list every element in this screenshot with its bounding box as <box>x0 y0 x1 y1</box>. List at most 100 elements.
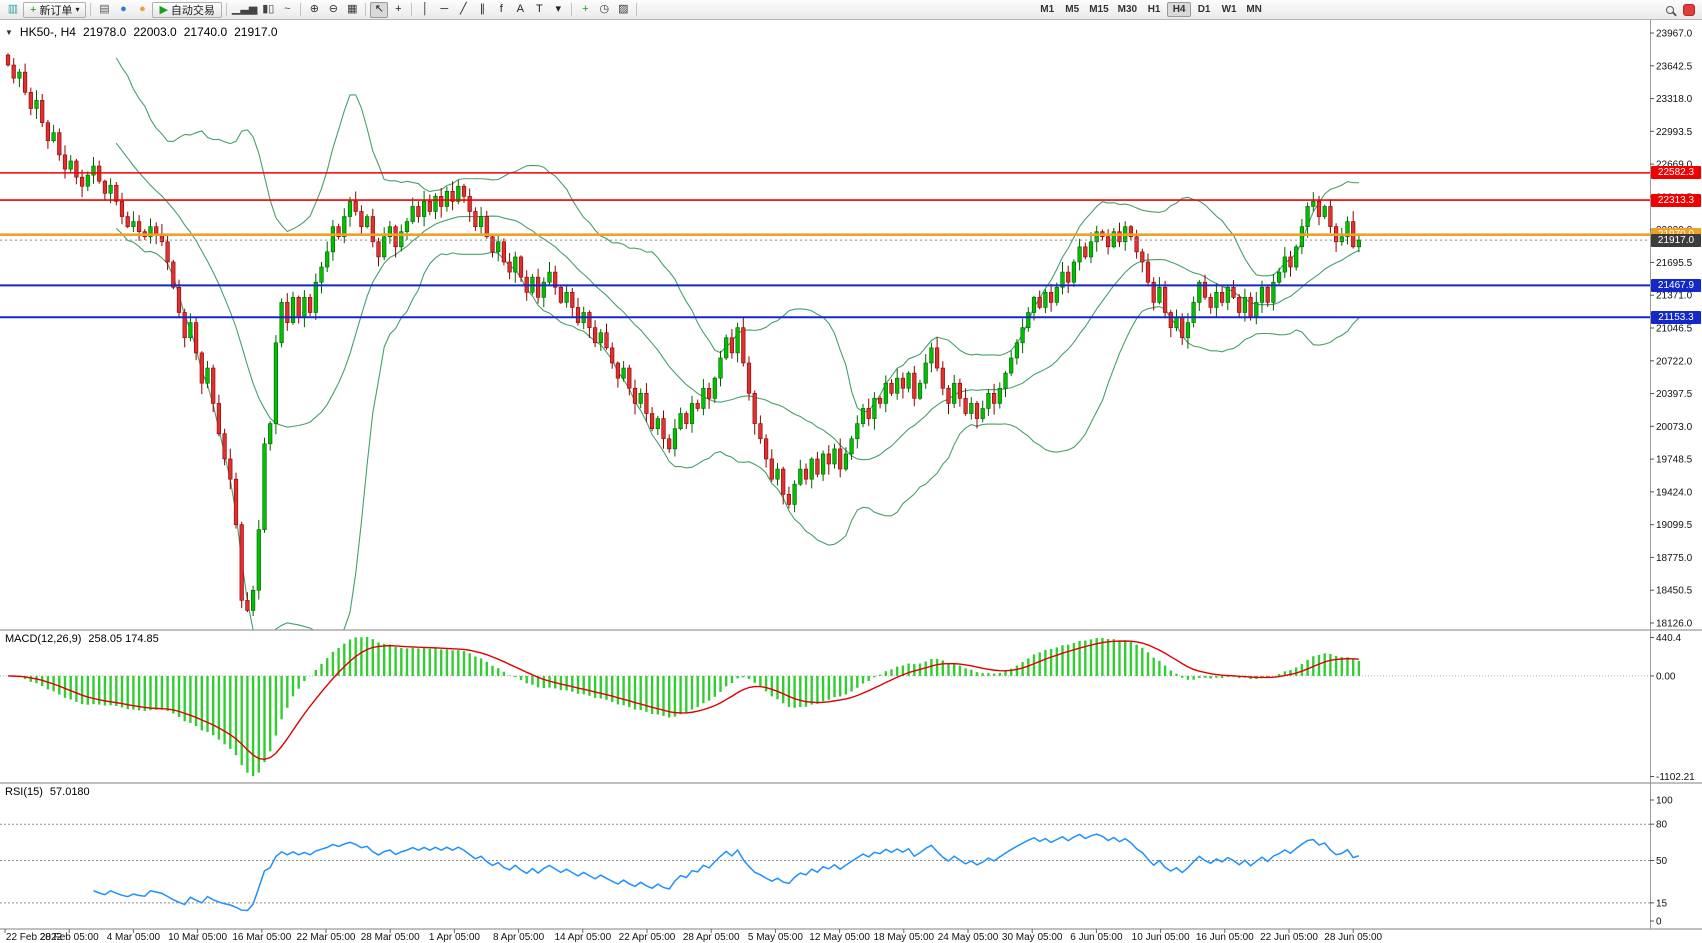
indicators-icon[interactable]: + <box>576 2 594 18</box>
time-axis-label: 4 Mar 05:00 <box>107 932 161 943</box>
profiles-icon[interactable]: ▤ <box>95 2 113 18</box>
templates-glyph: ▨ <box>618 3 629 15</box>
cursor-glyph: ↖ <box>374 3 384 15</box>
bollinger-lower-band <box>115 228 1360 630</box>
text-icon[interactable]: A <box>511 2 529 18</box>
templates-icon[interactable]: ▨ <box>614 2 632 18</box>
timeframe-m15[interactable]: M15 <box>1089 4 1109 15</box>
new-chart-icon[interactable]: ▥ <box>4 2 22 18</box>
time-axis-label: 14 Apr 05:00 <box>554 932 611 943</box>
price-axis-label: 23642.5 <box>1656 61 1693 72</box>
price-line-badge-21467.9: 21467.9 <box>1651 278 1701 292</box>
arrows-icon[interactable]: ▾ <box>549 2 567 18</box>
rsi-line <box>93 833 1360 912</box>
time-axis-label: 28 Mar 05:00 <box>361 932 420 943</box>
zoom-in-glyph: ⊕ <box>309 3 319 15</box>
bar-chart-glyph: ▁▃▅ <box>231 3 258 15</box>
line-chart-icon[interactable]: ~ <box>278 2 296 18</box>
macd-layer <box>0 637 1650 776</box>
time-axis-label: 5 May 05:00 <box>748 932 803 943</box>
chart-symbol-period: HK50-, H4 <box>19 25 76 39</box>
timeframe-m5[interactable]: M5 <box>1065 4 1080 15</box>
notification-icon[interactable] <box>1680 2 1698 18</box>
rsi-name: RSI(15) <box>5 786 43 798</box>
time-axis-label: 28 Jun 05:00 <box>1324 932 1382 943</box>
timeframe-d1[interactable]: D1 <box>1197 4 1211 15</box>
rsi-value: 57.0180 <box>49 786 90 798</box>
data-window-icon[interactable]: ● <box>133 2 151 18</box>
rsi-axis-label: 100 <box>1656 796 1673 807</box>
timeframe-h4[interactable]: H4 <box>1167 2 1192 17</box>
label-icon[interactable]: T <box>530 2 548 18</box>
price-axis-label: 21046.5 <box>1656 324 1693 335</box>
arrows-glyph: ▾ <box>555 3 562 15</box>
fibonacci-icon[interactable]: f <box>492 2 510 18</box>
time-axis-label: 10 Mar 05:00 <box>168 932 227 943</box>
current-price-badge: 21917.0 <box>1651 233 1701 247</box>
macd-values: 258.05 174.85 <box>88 633 159 645</box>
crosshair-icon[interactable]: + <box>389 2 407 18</box>
new-order-button-caret: ▾ <box>75 5 80 14</box>
vertical-line-glyph: │ <box>421 3 429 15</box>
rsi-layer <box>0 823 1650 912</box>
trendline-glyph: ╱ <box>460 3 467 15</box>
channel-glyph: ∥ <box>479 3 486 15</box>
cursor-icon[interactable]: ↖ <box>370 1 389 18</box>
zoom-out-icon[interactable]: ⊖ <box>324 2 342 18</box>
price-line-badge-22313.3: 22313.3 <box>1651 193 1701 207</box>
new-order-button-label: 新订单 <box>39 4 73 17</box>
bar-chart-icon[interactable]: ▁▃▅ <box>231 2 258 18</box>
price-axis-label: 18126.0 <box>1656 619 1693 630</box>
timeframe-mn[interactable]: MN <box>1246 4 1262 15</box>
vertical-line-icon[interactable]: │ <box>416 2 434 18</box>
time-axis-label: 6 Jun 05:00 <box>1070 932 1123 943</box>
toolbar-separator <box>571 3 573 16</box>
toolbar-separator <box>300 3 302 16</box>
rsi-label: RSI(15) 57.0180 <box>5 786 90 798</box>
macd-axis-label: 440.4 <box>1656 633 1681 644</box>
ohlc-high: 22003.0 <box>133 25 177 39</box>
timeframe-h1[interactable]: H1 <box>1147 4 1161 15</box>
time-axis-label: 28 Apr 05:00 <box>683 932 740 943</box>
line-chart-glyph: ~ <box>284 3 291 15</box>
macd-axis-label: -1102.21 <box>1656 772 1695 783</box>
toolbar-separator <box>225 3 227 16</box>
price-axis-label: 19424.0 <box>1656 487 1693 498</box>
time-axis-label: 18 May 05:00 <box>873 932 934 943</box>
autotrade-glyph: ▶ <box>159 4 168 16</box>
autotrade-button[interactable]: ▶ 自动交易 <box>152 1 222 18</box>
toolbar-separator <box>636 3 638 16</box>
channel-icon[interactable]: ∥ <box>473 2 491 18</box>
new-order-button[interactable]: + 新订单 ▾ <box>23 1 87 18</box>
periods-icon[interactable]: ◷ <box>595 2 613 18</box>
timeframe-m1[interactable]: M1 <box>1040 4 1055 15</box>
time-axis-label: 28 Feb 05:00 <box>40 932 99 943</box>
timeframe-w1[interactable]: W1 <box>1221 4 1237 15</box>
timeframe-m30[interactable]: M30 <box>1117 4 1138 15</box>
macd-axis-label: 0.00 <box>1656 671 1676 682</box>
candles-layer <box>5 53 1361 616</box>
trendline-icon[interactable]: ╱ <box>454 2 472 18</box>
market-watch-icon[interactable]: ● <box>114 2 132 18</box>
label-glyph: T <box>535 3 543 15</box>
new-order-glyph: + <box>30 3 37 16</box>
tile-windows-icon[interactable]: ▦ <box>343 2 361 18</box>
time-axis-label: 12 May 05:00 <box>809 932 870 943</box>
zoom-in-icon[interactable]: ⊕ <box>305 2 323 18</box>
time-axis-label: 22 Jun 05:00 <box>1260 932 1318 943</box>
notification-icon-glyph <box>1683 3 1695 16</box>
macd-label: MACD(12,26,9) 258.05 174.85 <box>5 633 159 645</box>
candle-chart-icon[interactable]: ▮▯ <box>259 2 277 18</box>
price-line-badge-22582.3: 22582.3 <box>1651 166 1701 180</box>
rsi-axis-label: 0 <box>1656 917 1662 928</box>
chart-collapse-icon[interactable]: ▼ <box>5 27 13 37</box>
market-watch-glyph: ● <box>120 3 127 15</box>
horizontal-line-icon[interactable]: ─ <box>435 2 453 18</box>
text-glyph: A <box>516 3 524 15</box>
price-axis-label: 21695.5 <box>1656 258 1693 269</box>
toolbar: ▥ + 新订单 ▾ ▤ ● ● ▶ 自动交易 ▁▃▅ ▮▯ ~ ⊕ ⊖ ▦ ↖ + │ ─ ╱ ∥ f A T ▾ + ◷ ▨ M1 M5… <box>0 0 1702 20</box>
new-chart-glyph: ▥ <box>7 3 19 15</box>
search-icon[interactable] <box>1661 2 1679 18</box>
